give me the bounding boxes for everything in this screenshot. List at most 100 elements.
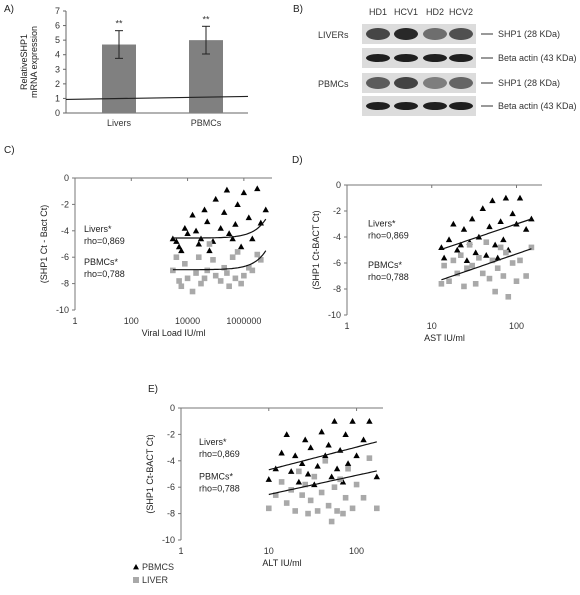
data-point-livers: [366, 418, 373, 424]
data-point-livers: [169, 235, 177, 242]
blot-strip: [362, 73, 476, 93]
data-point-livers: [220, 209, 228, 215]
data-point-pbmcs: [232, 275, 239, 282]
data-point-livers: [173, 238, 180, 244]
blot-band: [366, 102, 390, 110]
data-point-pbmcs: [469, 262, 475, 269]
data-point-pbmcs: [349, 505, 356, 512]
data-point-livers: [468, 215, 476, 222]
fit-line: [441, 248, 532, 281]
data-point-livers: [516, 194, 524, 201]
data-point-livers: [278, 449, 285, 456]
x-tick-label: 10000: [175, 316, 200, 326]
data-point-pbmcs: [461, 283, 467, 290]
y-axis-label: RelativeSHP1: [19, 34, 29, 90]
data-point-pbmcs: [479, 270, 486, 277]
data-point-pbmcs: [374, 505, 380, 512]
y-tick-label: 0: [170, 403, 175, 413]
data-point-pbmcs: [184, 275, 191, 282]
y-tick-label: 1: [55, 93, 60, 103]
data-point-livers: [349, 418, 356, 424]
panel-label-b: B): [293, 4, 303, 15]
x-tick-label: 1000000: [226, 316, 261, 326]
y-tick-label: -10: [328, 310, 341, 320]
data-point-pbmcs: [476, 255, 482, 261]
data-point-pbmcs: [331, 484, 338, 490]
data-point-pbmcs: [198, 280, 204, 287]
panel-b: B) HD1 HCV1 HD2 HCV2 LIVERs SHP1 (28 KDa) Beta …: [293, 4, 577, 116]
data-point-livers: [304, 470, 312, 477]
fit-line: [172, 250, 267, 271]
data-point-pbmcs: [457, 252, 464, 258]
annotation: Livers*: [368, 219, 396, 229]
data-point-pbmcs: [494, 265, 501, 271]
y-tick-label: -8: [61, 279, 69, 289]
data-point-pbmcs: [182, 261, 188, 267]
data-point-livers: [360, 436, 367, 443]
x-tick-label: 1: [178, 546, 183, 556]
blot-strip: [362, 96, 476, 116]
blot-band: [366, 28, 390, 40]
data-point-pbmcs: [258, 257, 264, 263]
data-point-pbmcs: [509, 260, 516, 266]
annotation: rho=0,869: [368, 231, 409, 241]
data-point-pbmcs: [497, 244, 504, 251]
annotation: rho=0,788: [368, 272, 409, 282]
data-point-livers: [331, 418, 338, 424]
blot-band: [366, 54, 390, 62]
y-tick-label: 4: [55, 50, 60, 60]
data-point-pbmcs: [472, 281, 479, 287]
data-point-pbmcs: [322, 458, 329, 464]
band-label: Beta actin (43 KDa): [498, 101, 577, 111]
data-point-pbmcs: [193, 270, 199, 276]
y-tick-label: 3: [55, 64, 60, 74]
data-point-pbmcs: [307, 497, 314, 504]
data-point-pbmcs: [360, 494, 367, 501]
y-tick-label: -6: [333, 258, 341, 268]
data-point-livers: [249, 235, 256, 242]
data-point-livers: [522, 226, 530, 232]
y-tick-label: 0: [55, 108, 60, 118]
data-point-pbmcs: [305, 510, 311, 517]
legend-label: PBMCS: [142, 562, 174, 572]
data-point-pbmcs: [221, 264, 227, 271]
data-point-livers: [283, 431, 290, 437]
lane-label: HCV1: [394, 7, 418, 17]
data-point-livers: [229, 235, 236, 242]
y-tick-label: -2: [333, 206, 341, 216]
annotation: rho=0,788: [84, 269, 125, 279]
data-point-pbmcs: [292, 508, 299, 514]
x-tick-label: 100: [124, 316, 139, 326]
data-point-livers: [225, 230, 233, 236]
fit-line: [268, 470, 377, 496]
lane-label: HD1: [369, 7, 387, 17]
data-point-livers: [178, 247, 185, 254]
data-point-livers: [254, 185, 261, 192]
data-point-pbmcs: [492, 288, 498, 295]
x-tick-label: 100: [509, 321, 524, 331]
y-tick-label: -4: [167, 456, 175, 466]
data-point-pbmcs: [249, 267, 256, 274]
data-point-livers: [201, 206, 208, 213]
data-point-livers: [302, 436, 309, 443]
data-point-pbmcs: [217, 278, 224, 284]
data-point-livers: [195, 240, 202, 247]
data-point-pbmcs: [189, 288, 196, 295]
data-point-pbmcs: [523, 273, 529, 279]
y-tick-label: -10: [56, 305, 69, 315]
y-tick-label: 0: [336, 180, 341, 190]
data-point-livers: [342, 431, 349, 437]
y-tick-label: -4: [61, 226, 69, 236]
blot-band: [394, 102, 418, 110]
lane-label: HCV2: [449, 7, 473, 17]
annotation: Livers*: [199, 437, 227, 447]
data-point-pbmcs: [513, 278, 520, 284]
data-point-pbmcs: [345, 465, 351, 472]
data-point-livers: [328, 473, 335, 480]
blot-band: [423, 102, 447, 110]
data-point-pbmcs: [224, 270, 230, 276]
data-point-pbmcs: [201, 275, 208, 282]
x-tick-label: 1: [344, 321, 349, 331]
y-tick-label: 5: [55, 35, 60, 45]
data-point-livers: [528, 215, 535, 222]
